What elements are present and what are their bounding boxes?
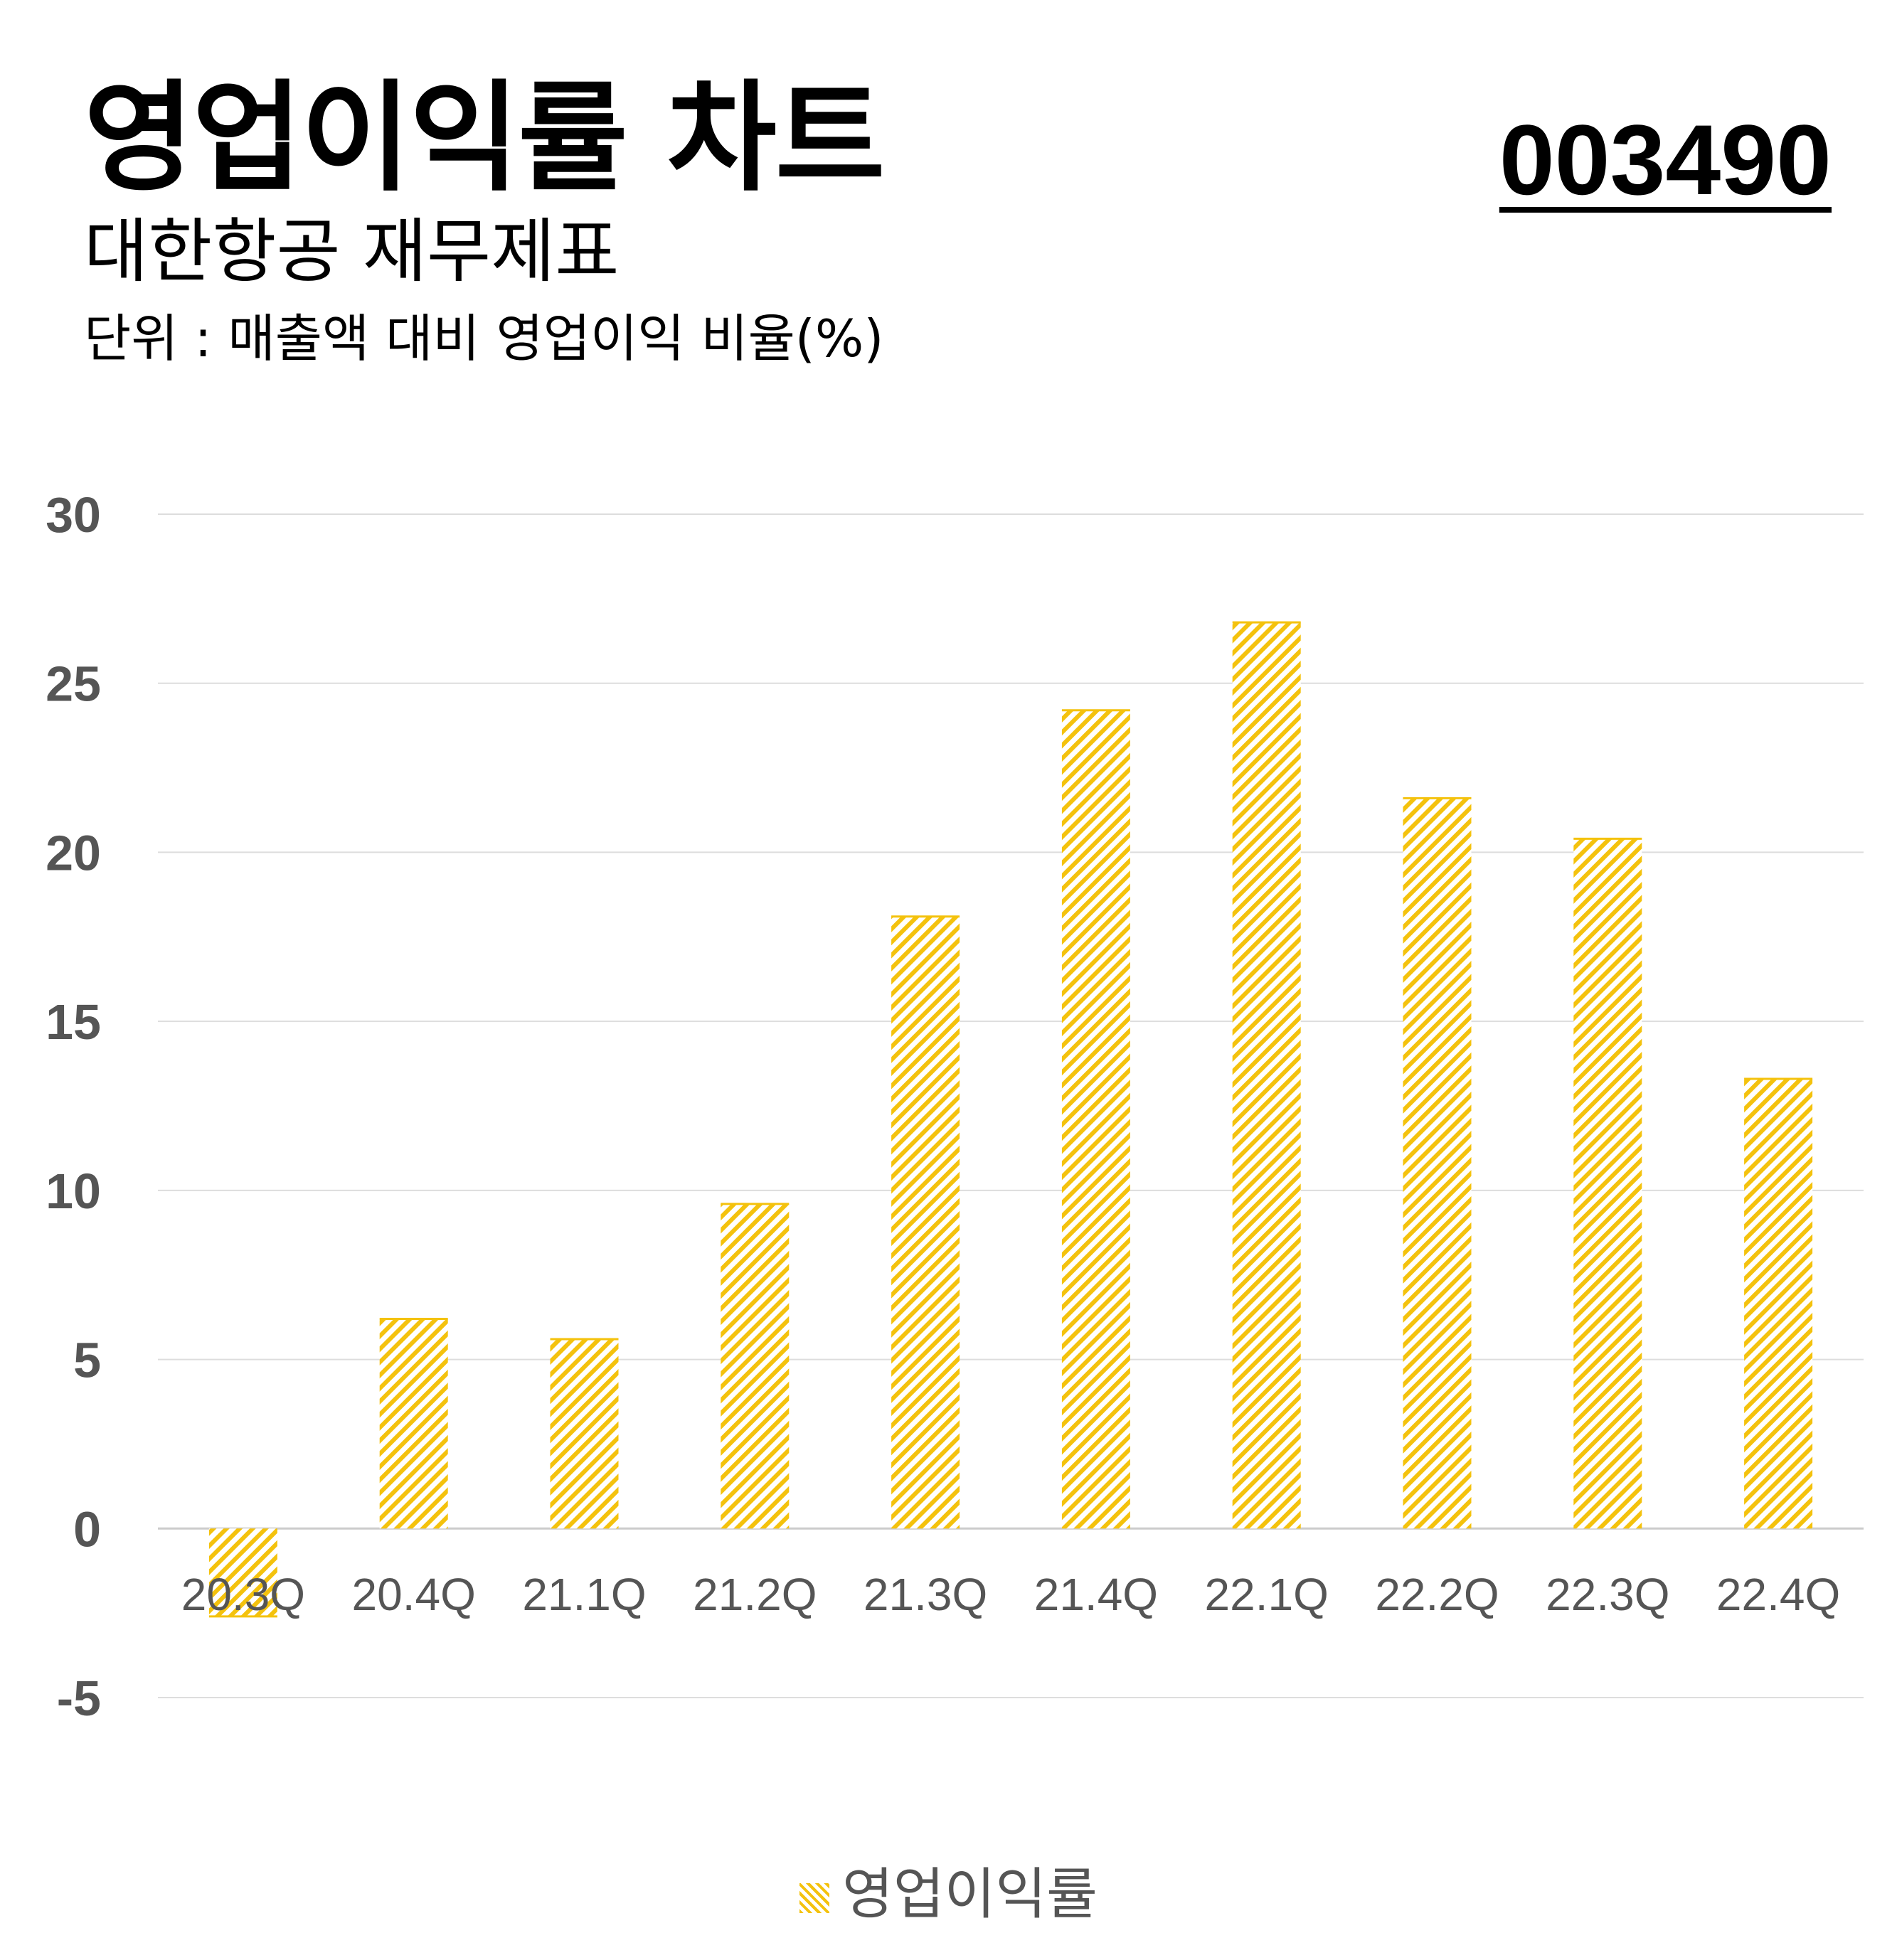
legend-swatch: [799, 1882, 830, 1913]
bar: [1573, 838, 1642, 1529]
x-tick-label: 20.4Q: [352, 1569, 476, 1620]
x-tick-label: 21.4Q: [1034, 1569, 1158, 1620]
x-tick-label: 21.3Q: [864, 1569, 987, 1620]
y-tick-label: 25: [46, 656, 101, 712]
y-tick-label: -5: [57, 1671, 101, 1726]
bar: [1061, 710, 1130, 1529]
bar: [891, 916, 960, 1529]
x-tick-label: 22.3Q: [1546, 1569, 1669, 1620]
x-tick-label: 21.2Q: [693, 1569, 817, 1620]
y-tick-label: 20: [46, 825, 101, 880]
bar: [1403, 798, 1472, 1529]
bar: [379, 1319, 448, 1529]
x-tick-label: 22.4Q: [1716, 1569, 1840, 1620]
bar: [208, 1528, 277, 1617]
legend-label: 영업이익률: [842, 1863, 1098, 1927]
x-tick-label: 21.1Q: [522, 1569, 646, 1620]
y-tick-label: 10: [46, 1163, 101, 1219]
bar-layer: [208, 621, 1813, 1618]
y-tick-label: 30: [46, 487, 101, 543]
y-tick-label: 15: [46, 994, 101, 1050]
chart-title: 영업이익률 차트: [84, 68, 885, 208]
y-tick-label: 5: [73, 1333, 101, 1388]
bar: [721, 1203, 790, 1529]
legend: 영업이익률: [0, 1867, 1897, 1922]
x-tick-label: 22.2Q: [1375, 1569, 1499, 1620]
y-axis-ticks: 30 25 20 15 10 5 0 -5: [46, 487, 101, 1726]
x-axis-ticks: 20.3Q 20.4Q 21.1Q 21.2Q 21.3Q 21.4Q 22.1Q 22.2Q…: [181, 1569, 1841, 1620]
chart-subtitle: 대한항공 재무제표: [84, 211, 620, 292]
ticker-code: 003490: [1499, 104, 1832, 215]
unit-label: 단위 : 매출액 대비 영업이익 비율(%): [84, 309, 884, 368]
x-tick-label: 20.3Q: [181, 1569, 305, 1620]
x-tick-label: 22.1Q: [1205, 1569, 1329, 1620]
bar: [1744, 1078, 1813, 1529]
bar: [1232, 622, 1301, 1529]
bar: [550, 1339, 619, 1529]
y-tick-label: 0: [73, 1501, 101, 1557]
